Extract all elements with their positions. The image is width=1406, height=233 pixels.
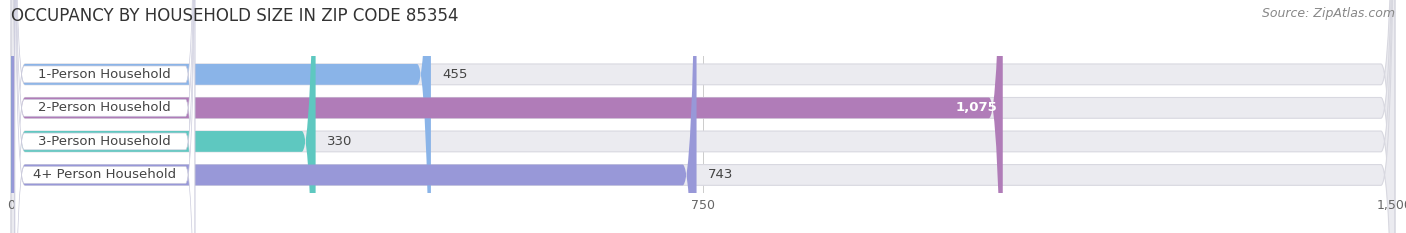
FancyBboxPatch shape	[11, 0, 1395, 233]
Text: 1,075: 1,075	[956, 101, 997, 114]
FancyBboxPatch shape	[11, 0, 1395, 233]
FancyBboxPatch shape	[11, 0, 1002, 233]
FancyBboxPatch shape	[15, 0, 195, 233]
Text: 743: 743	[707, 168, 733, 182]
FancyBboxPatch shape	[11, 0, 315, 233]
Text: 3-Person Household: 3-Person Household	[38, 135, 172, 148]
FancyBboxPatch shape	[11, 0, 430, 233]
FancyBboxPatch shape	[15, 0, 195, 233]
FancyBboxPatch shape	[11, 0, 1395, 233]
Text: 330: 330	[326, 135, 352, 148]
FancyBboxPatch shape	[11, 0, 696, 233]
FancyBboxPatch shape	[15, 0, 195, 233]
Text: 2-Person Household: 2-Person Household	[38, 101, 172, 114]
FancyBboxPatch shape	[15, 0, 195, 233]
Text: 1-Person Household: 1-Person Household	[38, 68, 172, 81]
Text: OCCUPANCY BY HOUSEHOLD SIZE IN ZIP CODE 85354: OCCUPANCY BY HOUSEHOLD SIZE IN ZIP CODE …	[11, 7, 458, 25]
Text: Source: ZipAtlas.com: Source: ZipAtlas.com	[1261, 7, 1395, 20]
Text: 455: 455	[441, 68, 467, 81]
FancyBboxPatch shape	[11, 0, 1395, 233]
Text: 4+ Person Household: 4+ Person Household	[34, 168, 176, 182]
